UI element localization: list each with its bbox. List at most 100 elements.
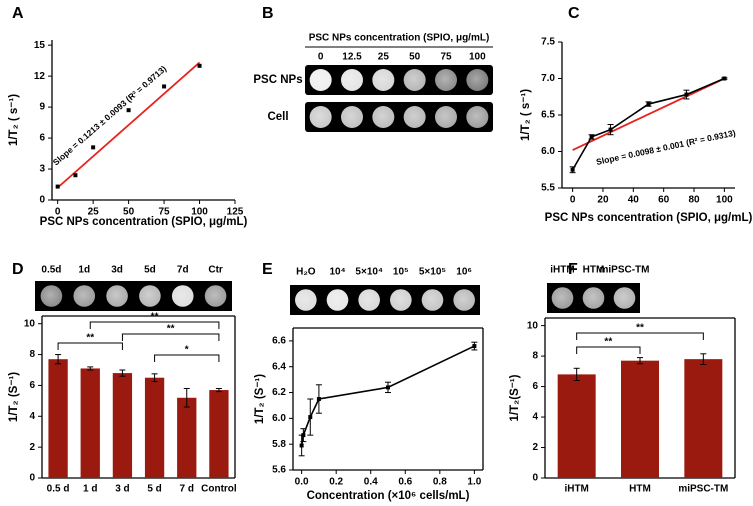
y-tick-label: 6.2 (272, 387, 286, 398)
y-tick-label: 5.6 (272, 465, 286, 476)
well-shine (582, 287, 605, 309)
y-tick-label: 7.5 (541, 37, 555, 48)
x-tick-label: 0 (570, 195, 576, 206)
annotation: Slope = 0.0098 ± 0.001 (R² = 0.9313) (595, 128, 736, 167)
x-tick-label: 0 (55, 207, 61, 218)
error-bar (215, 388, 222, 393)
point (55, 184, 60, 189)
well-shine (309, 69, 332, 91)
well-shine (139, 285, 161, 307)
y-tick-label: 15 (34, 40, 46, 51)
x-tick-label: 0.0 (295, 477, 309, 488)
image-label: 7d (177, 265, 189, 276)
significance-bracket (576, 346, 641, 354)
significance-label: ** (151, 312, 159, 323)
y-tick-label: 6.6 (272, 336, 286, 347)
well-shine (435, 69, 457, 91)
y-tick-label: 0 (532, 473, 538, 484)
y-tick-label: 3 (39, 164, 45, 175)
image-label: 5d (144, 265, 156, 276)
image-label: 10⁶ (456, 267, 472, 278)
y-axis-label: 1/T₂ (S⁻¹) (8, 372, 20, 422)
error-bar (637, 357, 643, 365)
y-tick-label: 4 (532, 412, 538, 423)
y-tick-label: 7.0 (541, 73, 555, 84)
well-shine (73, 285, 96, 307)
well-shine (204, 285, 227, 307)
well-shine (341, 69, 363, 91)
x-tick-label: iHTM (564, 484, 588, 495)
well-shine (551, 287, 574, 309)
y-axis-label: 1/T₂(S⁻¹) (509, 374, 521, 421)
x-tick-label: 3 d (115, 484, 129, 495)
error-bar (151, 373, 158, 383)
point (316, 397, 321, 401)
error-bar (55, 354, 62, 365)
x-tick-label: 7 d (180, 484, 194, 495)
y-tick-label: 5.5 (541, 183, 555, 194)
point (684, 92, 689, 97)
point (570, 167, 575, 172)
y-axis-label: 1/T₂ ( s⁻¹) (520, 89, 532, 141)
image-strip (35, 281, 232, 311)
y-tick-label: 6 (39, 133, 45, 144)
y-tick-label: 6.0 (541, 146, 555, 157)
point (162, 84, 167, 89)
y-tick-label: 0 (39, 195, 45, 206)
y-tick-label: 2 (532, 442, 538, 453)
x-tick-label: 1 d (83, 484, 97, 495)
point (386, 385, 390, 390)
row-label: PSC NPs (253, 74, 302, 86)
image-strip (290, 285, 480, 315)
well-shine (421, 289, 444, 311)
panel-letter: A (12, 5, 24, 22)
fit-line (572, 77, 725, 151)
well-shine (453, 289, 475, 311)
y-tick-label: 2 (29, 442, 35, 453)
panel-letter: F (568, 261, 578, 278)
image-label: Ctr (208, 265, 223, 276)
image-label: H₂O (296, 267, 316, 278)
significance-bracket (121, 333, 220, 341)
y-tick-label: 6.4 (272, 361, 286, 372)
well-shine (309, 106, 332, 128)
point (608, 127, 613, 132)
well-shine (295, 289, 317, 311)
point (472, 344, 477, 349)
significance-bracket (89, 321, 220, 329)
significance-bracket (576, 332, 704, 340)
image-label: 10⁴ (329, 267, 345, 278)
well-shine (171, 285, 194, 307)
x-tick-label: 75 (159, 207, 171, 218)
bar (177, 397, 197, 478)
significance-label: ** (86, 333, 94, 344)
point (91, 145, 96, 150)
panel-letter: B (262, 5, 274, 22)
y-tick-label: 8 (532, 351, 538, 362)
well-shine (326, 289, 349, 311)
point (308, 415, 313, 420)
x-tick-label: 5 d (147, 484, 161, 495)
column-label: 75 (440, 52, 452, 63)
y-tick-label: 12 (34, 71, 46, 82)
x-tick-label: 0.8 (433, 477, 447, 488)
x-axis-label: PSC NPs concentration (SPIO, μg/mL) (545, 212, 753, 224)
x-tick-label: 0.2 (329, 477, 343, 488)
significance-label: * (185, 345, 189, 356)
well-shine (613, 287, 636, 309)
well-shine (466, 106, 489, 128)
x-tick-label: 125 (227, 207, 244, 218)
bar (557, 374, 596, 478)
error-bar (87, 366, 94, 371)
bar (80, 368, 100, 478)
x-tick-label: 0.6 (398, 477, 412, 488)
bar (209, 390, 229, 478)
point (299, 443, 304, 448)
y-tick-label: 6.0 (272, 413, 286, 424)
x-tick-label: 80 (688, 195, 700, 206)
point (197, 63, 202, 68)
image-label: 3d (111, 265, 123, 276)
well-shine (435, 106, 457, 128)
significance-bracket (154, 354, 220, 362)
